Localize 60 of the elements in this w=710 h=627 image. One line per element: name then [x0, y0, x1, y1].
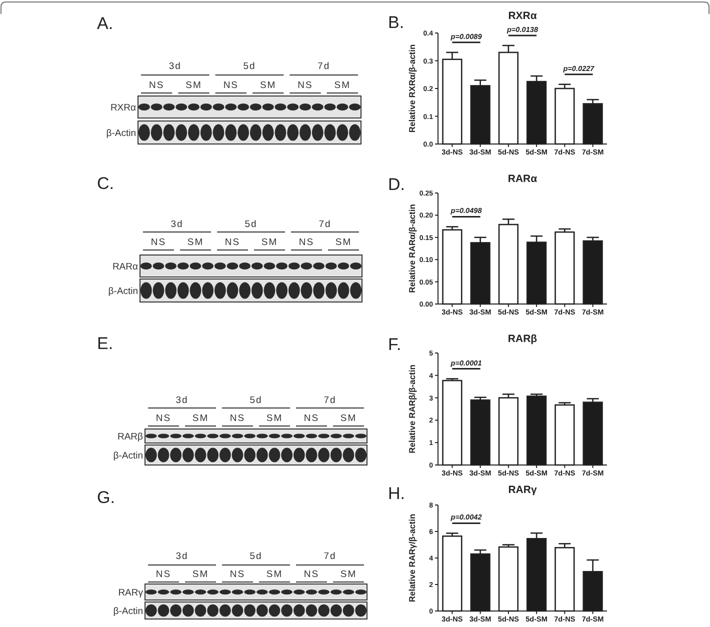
category-label: RARβ [117, 432, 143, 442]
category-label: β-Actin [113, 606, 143, 617]
category-label: NS [150, 237, 166, 248]
category-label: NS [156, 569, 172, 580]
category-label: RARγ [118, 588, 143, 598]
text: 3d [176, 551, 188, 562]
text: 7d [318, 61, 330, 72]
y-axis-title: Relative RARα/β-actin [407, 204, 417, 293]
category-label: NS [304, 413, 320, 424]
text: 7d [324, 395, 336, 406]
text: 3d [176, 395, 188, 406]
text: G. [97, 488, 115, 507]
text: B. [388, 13, 404, 32]
category-label: NS [148, 80, 164, 91]
category-label: NS [223, 80, 239, 91]
category-label: SM [334, 80, 351, 91]
y-axis-title: Relative RARβ/β-actin [407, 364, 417, 454]
text: 3d [170, 219, 184, 230]
category-label: SM [335, 237, 352, 248]
category-label: β-Actin [106, 128, 136, 139]
text: 7d [324, 551, 336, 562]
chart-title: RXRα [508, 10, 538, 22]
category-label: SM [192, 569, 209, 580]
category-label: NS [298, 80, 313, 91]
text: 5d [250, 395, 262, 406]
text: A. [97, 14, 114, 33]
category-label: β-Actin [108, 286, 138, 297]
category-label: NS [224, 237, 240, 248]
category-label: NS [156, 413, 172, 424]
text: H. [388, 484, 405, 503]
category-label: NS [230, 413, 246, 424]
text: 7d [318, 219, 332, 230]
category-label: SM [192, 413, 209, 424]
category-label: SM [186, 80, 202, 91]
category-label: SM [266, 413, 283, 424]
text: F. [388, 335, 402, 354]
category-label: NS [298, 237, 314, 248]
category-label: NS [304, 569, 320, 580]
text: 3d [168, 61, 182, 72]
category-label: SM [266, 569, 283, 580]
category-label: SM [260, 80, 276, 91]
chart-title: RARα [508, 173, 538, 185]
y-axis-title: Relative RARγ/β-actin [407, 514, 417, 602]
category-label: β-Actin [113, 450, 143, 462]
text: 5d [243, 61, 256, 72]
chart-title: RARβ [508, 333, 538, 345]
text: 5d [244, 219, 258, 230]
category-label: SM [187, 237, 204, 248]
category-label: SM [340, 569, 357, 580]
category-label: NS [230, 569, 246, 580]
category-label: RARα [112, 262, 138, 272]
text: 5d [250, 551, 262, 562]
chart-title: RARγ [508, 484, 537, 496]
text: E. [97, 334, 114, 353]
category-label: SM [261, 237, 278, 248]
y-axis-title: Relative RXRα/β-actin [407, 44, 417, 133]
category-label: SM [340, 413, 357, 424]
category-label: RXRα [110, 102, 136, 114]
text: C. [97, 174, 114, 193]
text: D. [388, 175, 405, 194]
